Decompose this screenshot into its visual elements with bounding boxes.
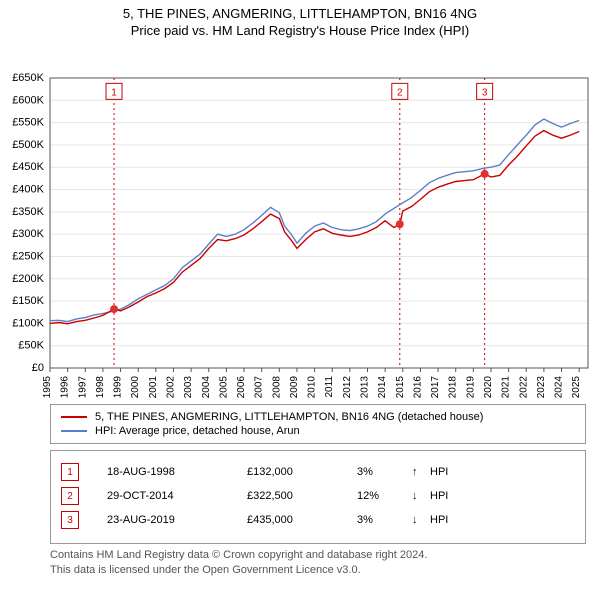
svg-text:2023: 2023 [536, 376, 547, 398]
svg-text:2025: 2025 [571, 376, 582, 398]
svg-text:£200K: £200K [12, 273, 44, 285]
svg-text:2014: 2014 [377, 376, 388, 398]
svg-text:£250K: £250K [12, 250, 44, 262]
event-row: 1 18-AUG-1998 £132,000 3% ↑ HPI [61, 463, 575, 481]
svg-text:2022: 2022 [518, 376, 529, 398]
legend-item-hpi: HPI: Average price, detached house, Arun [61, 425, 575, 437]
footer-line-2: This data is licensed under the Open Gov… [50, 563, 586, 578]
svg-text:2013: 2013 [360, 376, 371, 398]
event-marker-icon: 2 [61, 487, 79, 505]
svg-text:2018: 2018 [448, 376, 459, 398]
event-date: 18-AUG-1998 [107, 466, 247, 478]
svg-text:2017: 2017 [430, 376, 441, 398]
footer-line-1: Contains HM Land Registry data © Crown c… [50, 548, 586, 563]
title-line-2: Price paid vs. HM Land Registry's House … [0, 23, 600, 38]
chart-container: 5, THE PINES, ANGMERING, LITTLEHAMPTON, … [0, 0, 600, 578]
event-tag: HPI [430, 466, 448, 478]
svg-text:1999: 1999 [113, 376, 124, 398]
svg-text:£150K: £150K [12, 295, 44, 307]
svg-text:£500K: £500K [12, 139, 44, 151]
legend: 5, THE PINES, ANGMERING, LITTLEHAMPTON, … [50, 404, 586, 444]
svg-text:2009: 2009 [289, 376, 300, 398]
legend-label-property: 5, THE PINES, ANGMERING, LITTLEHAMPTON, … [95, 411, 483, 423]
footer-note: Contains HM Land Registry data © Crown c… [50, 548, 586, 578]
svg-text:2000: 2000 [130, 376, 141, 398]
svg-text:£0: £0 [32, 362, 44, 374]
svg-text:£100K: £100K [12, 317, 44, 329]
svg-text:£300K: £300K [12, 228, 44, 240]
price-chart: £0 £50K £100K £150K £200K £250K £300K £350K £400… [0, 38, 600, 398]
svg-text:2011: 2011 [324, 376, 335, 398]
svg-text:£600K: £600K [12, 94, 44, 106]
svg-text:£50K: £50K [18, 340, 44, 352]
svg-text:£450K: £450K [12, 161, 44, 173]
svg-text:£400K: £400K [12, 184, 44, 196]
svg-text:2010: 2010 [307, 376, 318, 398]
arrow-icon: ↓ [412, 514, 430, 526]
svg-text:1997: 1997 [77, 376, 88, 398]
chart-titles: 5, THE PINES, ANGMERING, LITTLEHAMPTON, … [0, 0, 600, 38]
event-pct: 3% [357, 514, 412, 526]
title-line-1: 5, THE PINES, ANGMERING, LITTLEHAMPTON, … [0, 6, 600, 21]
svg-text:2021: 2021 [501, 376, 512, 398]
svg-text:2004: 2004 [201, 376, 212, 398]
event-row: 3 23-AUG-2019 £435,000 3% ↓ HPI [61, 511, 575, 529]
arrow-icon: ↑ [412, 466, 430, 478]
svg-text:1: 1 [111, 87, 117, 98]
events-table: 1 18-AUG-1998 £132,000 3% ↑ HPI 2 29-OCT… [50, 450, 586, 544]
event-price: £132,000 [247, 466, 357, 478]
svg-text:2003: 2003 [183, 376, 194, 398]
svg-text:£350K: £350K [12, 206, 44, 218]
svg-text:2008: 2008 [271, 376, 282, 398]
event-row: 2 29-OCT-2014 £322,500 12% ↓ HPI [61, 487, 575, 505]
event-pct: 3% [357, 466, 412, 478]
svg-text:2007: 2007 [254, 376, 265, 398]
arrow-icon: ↓ [412, 490, 430, 502]
event-date: 23-AUG-2019 [107, 514, 247, 526]
event-date: 29-OCT-2014 [107, 490, 247, 502]
svg-text:2001: 2001 [148, 376, 159, 398]
event-marker-icon: 3 [61, 511, 79, 529]
event-price: £322,500 [247, 490, 357, 502]
event-tag: HPI [430, 490, 448, 502]
svg-text:1996: 1996 [60, 376, 71, 398]
svg-text:2015: 2015 [395, 376, 406, 398]
svg-text:2005: 2005 [218, 376, 229, 398]
legend-swatch-hpi [61, 430, 87, 432]
svg-text:2020: 2020 [483, 376, 494, 398]
legend-swatch-property [61, 416, 87, 418]
event-marker-icon: 1 [61, 463, 79, 481]
svg-text:2016: 2016 [412, 376, 423, 398]
event-pct: 12% [357, 490, 412, 502]
legend-label-hpi: HPI: Average price, detached house, Arun [95, 425, 300, 437]
event-price: £435,000 [247, 514, 357, 526]
svg-text:£650K: £650K [12, 72, 44, 84]
svg-text:2002: 2002 [165, 376, 176, 398]
svg-text:2024: 2024 [554, 376, 565, 398]
svg-text:1998: 1998 [95, 376, 106, 398]
svg-text:2: 2 [397, 87, 403, 98]
svg-text:1995: 1995 [42, 376, 53, 398]
legend-item-property: 5, THE PINES, ANGMERING, LITTLEHAMPTON, … [61, 411, 575, 423]
svg-text:3: 3 [482, 87, 488, 98]
event-tag: HPI [430, 514, 448, 526]
svg-text:2006: 2006 [236, 376, 247, 398]
svg-text:2012: 2012 [342, 376, 353, 398]
svg-text:£550K: £550K [12, 117, 44, 129]
svg-text:2019: 2019 [465, 376, 476, 398]
